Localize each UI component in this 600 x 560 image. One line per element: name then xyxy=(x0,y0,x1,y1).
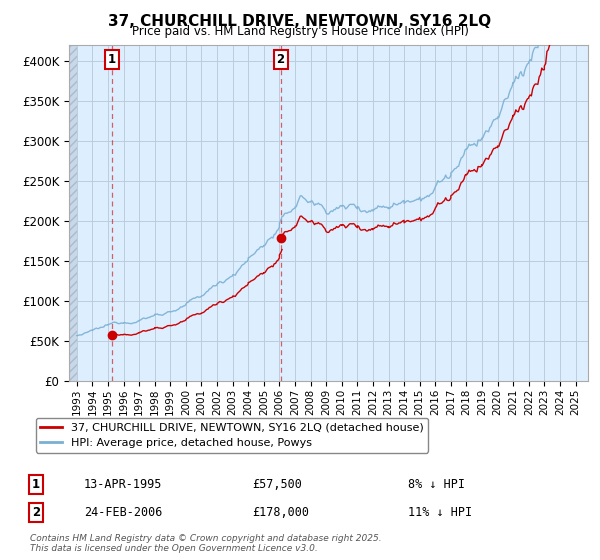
Legend: 37, CHURCHILL DRIVE, NEWTOWN, SY16 2LQ (detached house), HPI: Average price, det: 37, CHURCHILL DRIVE, NEWTOWN, SY16 2LQ (… xyxy=(35,418,428,452)
Text: 2: 2 xyxy=(277,53,285,66)
Text: 1: 1 xyxy=(32,478,40,491)
Text: 2: 2 xyxy=(32,506,40,519)
Text: 1: 1 xyxy=(108,53,116,66)
Text: Contains HM Land Registry data © Crown copyright and database right 2025.
This d: Contains HM Land Registry data © Crown c… xyxy=(30,534,382,553)
Text: Price paid vs. HM Land Registry's House Price Index (HPI): Price paid vs. HM Land Registry's House … xyxy=(131,25,469,38)
Text: 8% ↓ HPI: 8% ↓ HPI xyxy=(408,478,465,491)
Text: 37, CHURCHILL DRIVE, NEWTOWN, SY16 2LQ: 37, CHURCHILL DRIVE, NEWTOWN, SY16 2LQ xyxy=(109,14,491,29)
Text: 13-APR-1995: 13-APR-1995 xyxy=(84,478,163,491)
Bar xyxy=(69,45,77,381)
Text: £57,500: £57,500 xyxy=(252,478,302,491)
Text: 24-FEB-2006: 24-FEB-2006 xyxy=(84,506,163,519)
Text: 11% ↓ HPI: 11% ↓ HPI xyxy=(408,506,472,519)
Text: £178,000: £178,000 xyxy=(252,506,309,519)
